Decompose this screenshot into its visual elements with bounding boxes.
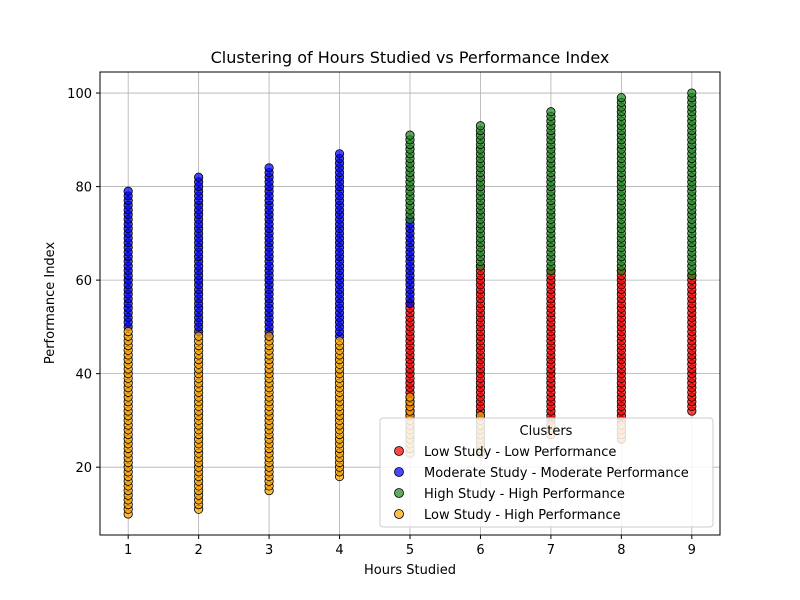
series-2-points <box>405 88 697 281</box>
chart-title: Clustering of Hours Studied vs Performan… <box>211 48 610 67</box>
x-tick-label: 7 <box>547 543 555 558</box>
data-point <box>264 331 274 341</box>
legend-box <box>379 417 714 528</box>
data-point <box>405 392 415 402</box>
y-tick-label: 60 <box>75 274 92 289</box>
y-axis-ticks: 20 40 60 80 100 <box>67 87 100 476</box>
legend-entries: Low Study - Low Performance Moderate Stud… <box>394 445 689 523</box>
x-tick-label: 6 <box>476 543 484 558</box>
legend-entry-label: High Study - High Performance <box>424 487 625 502</box>
data-point <box>687 88 697 98</box>
data-point <box>194 172 204 182</box>
data-point <box>264 163 274 173</box>
x-tick-label: 4 <box>335 543 343 558</box>
x-tick-label: 1 <box>124 543 132 558</box>
legend-title: Clusters <box>520 424 573 439</box>
legend: Clusters Low Study - Low Performance Mode… <box>379 417 714 528</box>
legend-entry-label: Moderate Study - Moderate Performance <box>424 466 689 481</box>
x-tick-label: 5 <box>406 543 414 558</box>
y-tick-label: 40 <box>75 368 92 383</box>
x-axis-label: Hours Studied <box>364 563 456 578</box>
series-1-points <box>123 149 415 341</box>
x-tick-label: 9 <box>688 543 696 558</box>
data-point <box>194 331 204 341</box>
x-tick-label: 8 <box>617 543 625 558</box>
y-tick-label: 20 <box>75 461 92 476</box>
data-point <box>405 130 415 140</box>
data-point <box>334 149 345 159</box>
data-point <box>123 186 133 196</box>
x-tick-label: 2 <box>194 543 202 558</box>
data-point <box>546 107 556 117</box>
x-axis-ticks: 1 2 3 4 5 6 7 8 9 <box>124 535 696 558</box>
data-point <box>334 336 345 346</box>
data-point <box>616 93 626 103</box>
legend-marker <box>394 509 404 519</box>
legend-marker <box>394 467 404 477</box>
y-axis-label: Performance Index <box>43 242 58 365</box>
legend-marker <box>394 488 404 498</box>
legend-marker <box>394 446 404 456</box>
legend-entry-label: Low Study - Low Performance <box>424 445 616 460</box>
x-tick-label: 3 <box>265 543 273 558</box>
data-point <box>123 326 133 337</box>
y-tick-label: 100 <box>67 87 92 102</box>
data-point <box>475 121 486 131</box>
data-points <box>123 88 697 519</box>
legend-entry-label: Low Study - High Performance <box>424 508 621 523</box>
y-tick-label: 80 <box>75 181 92 196</box>
